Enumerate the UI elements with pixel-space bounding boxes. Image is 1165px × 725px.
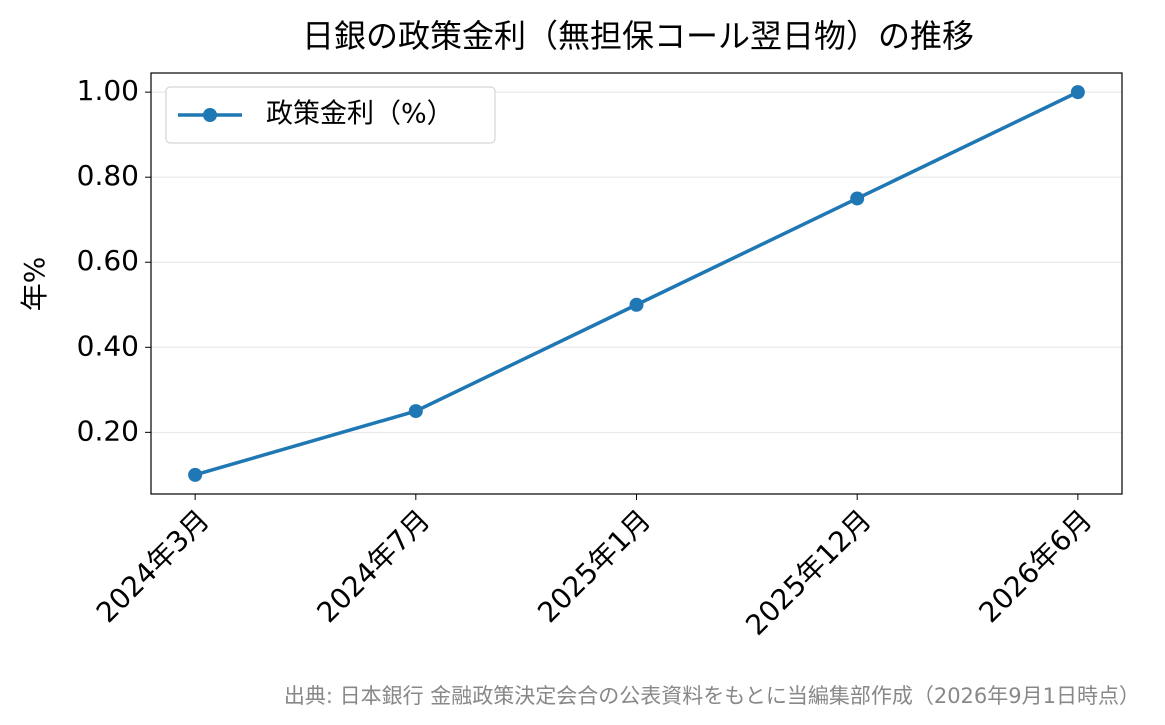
x-tick-label: 2025年1月 <box>531 503 657 629</box>
y-tick-label: 0.80 <box>77 159 139 192</box>
legend-marker <box>203 108 217 122</box>
point <box>629 297 644 312</box>
source-note: 出典: 日本銀行 金融政策決定会合の公表資料をもとに当編集部作成（2026年9月… <box>284 684 1140 708</box>
y-axis-label: 年% <box>18 257 51 312</box>
x-tick-label: 2025年12月 <box>739 503 878 642</box>
line <box>194 90 1079 477</box>
x-tick-label: 2024年3月 <box>90 503 216 629</box>
legend: 政策金利（%） <box>165 86 496 144</box>
x-tick-label: 2024年7月 <box>311 503 437 629</box>
point <box>850 191 865 206</box>
plot-frame <box>150 72 1123 495</box>
x-tick-label: 2026年6月 <box>973 503 1099 629</box>
y-tick-label: 0.20 <box>77 414 139 447</box>
y-tick-label: 1.00 <box>77 74 139 107</box>
y-tick-label: 0.60 <box>77 244 139 277</box>
y-tick-label: 0.40 <box>77 329 139 362</box>
point <box>188 467 203 482</box>
legend-label: 政策金利（%） <box>266 99 454 130</box>
chart-title: 日銀の政策金利（無担保コール翌日物）の推移 <box>302 17 974 55</box>
legend-box <box>165 86 496 144</box>
point <box>408 404 423 419</box>
point <box>1070 85 1085 100</box>
